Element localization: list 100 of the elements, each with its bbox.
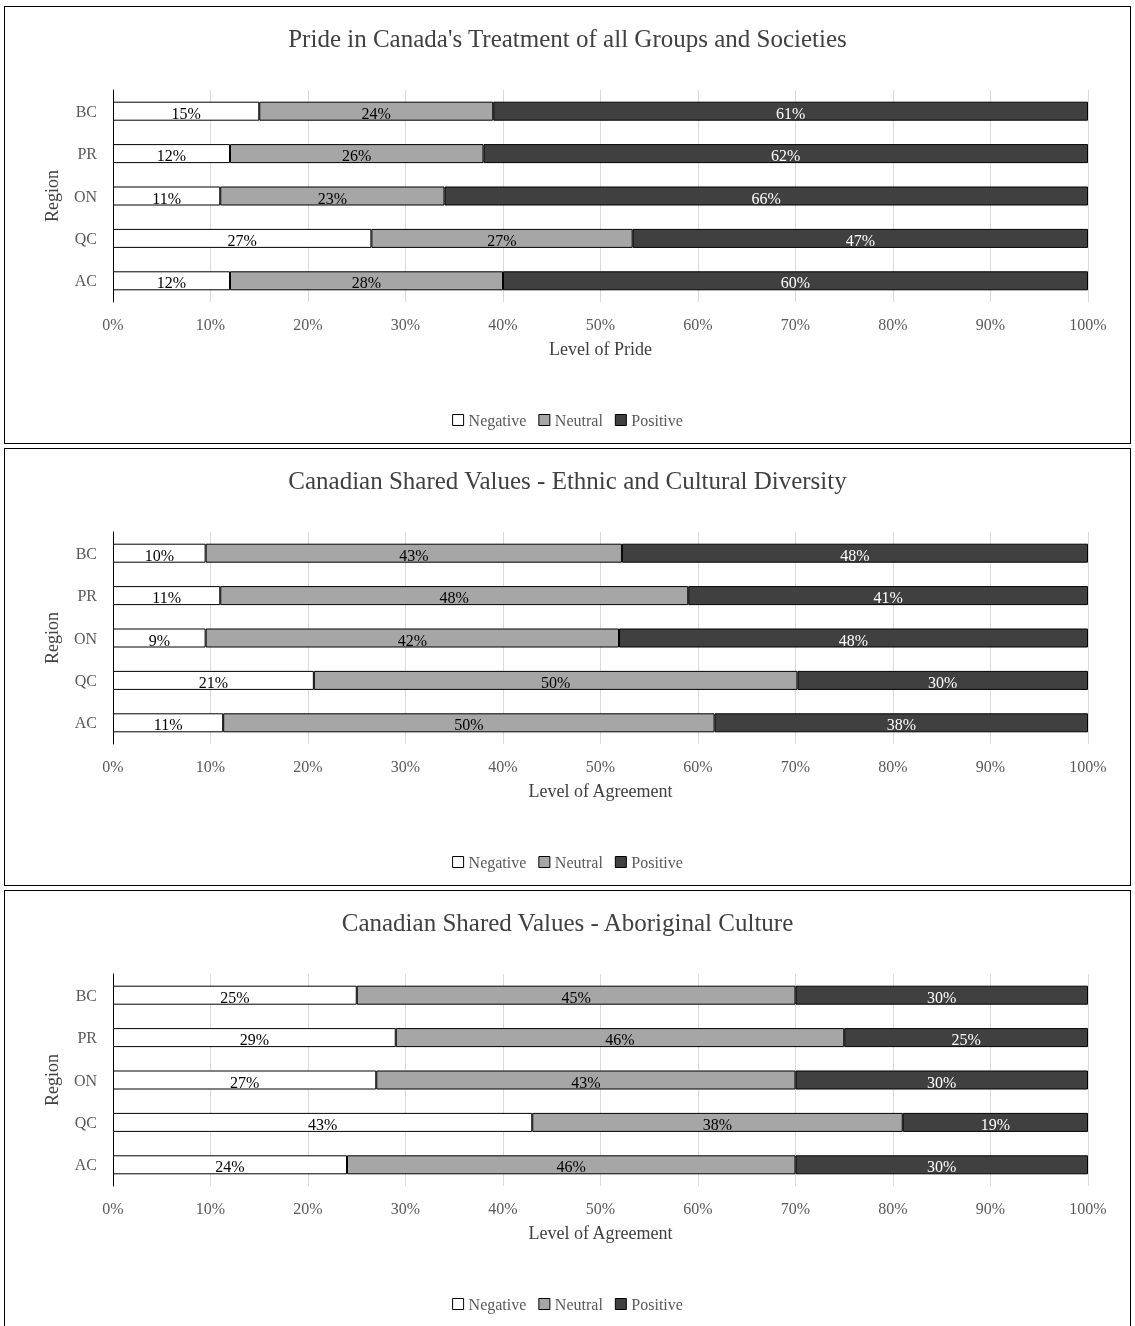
y-tick-label: AC (74, 1156, 97, 1174)
data-label: 25% (220, 988, 250, 1006)
x-tick-label: 70% (780, 757, 811, 775)
x-tick-label: 100% (1069, 757, 1107, 775)
data-label: 50% (540, 673, 571, 691)
legend-label: Positive (631, 853, 683, 871)
legend-label: Positive (631, 1295, 683, 1313)
data-label: 45% (561, 988, 591, 1006)
y-tick-label: AC (74, 272, 97, 290)
x-tick-label: 0% (102, 757, 124, 775)
y-axis-title: Region (42, 612, 62, 664)
x-tick-label: 100% (1069, 1199, 1107, 1217)
data-label: 48% (439, 589, 469, 607)
data-label: 48% (838, 631, 869, 649)
data-label: 28% (351, 274, 382, 292)
x-tick-label: 20% (293, 757, 323, 775)
x-tick-label: 40% (488, 1199, 518, 1217)
legend-label: Neutral (554, 1295, 604, 1313)
x-tick-label: 50% (585, 1199, 616, 1217)
data-label: 30% (927, 1073, 957, 1091)
data-label: 25% (951, 1031, 981, 1049)
y-tick-label: QC (74, 671, 97, 689)
data-label: 30% (928, 673, 958, 691)
data-label: 11% (152, 589, 181, 607)
data-label: 10% (144, 546, 174, 564)
x-axis-title: Level of Pride (549, 339, 652, 359)
legend-label: Negative (468, 853, 527, 872)
x-tick-label: 40% (488, 315, 518, 333)
data-label: 24% (361, 104, 391, 122)
x-tick-label: 70% (780, 1199, 811, 1217)
data-label: 66% (751, 189, 781, 207)
legend-label: Negative (468, 1295, 527, 1314)
data-label: 12% (156, 274, 187, 292)
legend-label: Positive (631, 411, 683, 429)
data-label: 27% (487, 231, 517, 249)
x-tick-label: 60% (683, 315, 713, 333)
data-label: 27% (229, 1073, 260, 1091)
data-label: 43% (571, 1073, 601, 1091)
data-label: 30% (927, 1158, 957, 1176)
y-axis-title: Region (42, 1054, 62, 1106)
y-tick-label: ON (73, 1071, 98, 1089)
data-label: 11% (153, 716, 183, 734)
data-label: 42% (397, 631, 427, 649)
data-label: 38% (702, 1115, 733, 1133)
x-axis-title: Level of Agreement (528, 781, 673, 801)
y-tick-label: ON (73, 629, 98, 647)
x-tick-label: 80% (878, 1199, 908, 1217)
x-tick-label: 90% (975, 1199, 1006, 1217)
y-tick-label: PR (77, 145, 98, 163)
data-label: 46% (605, 1031, 635, 1049)
y-tick-label: BC (75, 986, 97, 1004)
x-tick-label: 0% (102, 1199, 124, 1217)
y-axis-title: Region (42, 170, 62, 222)
x-tick-label: 30% (390, 757, 421, 775)
data-label: 62% (771, 147, 801, 165)
x-tick-label: 20% (293, 315, 323, 333)
y-tick-label: PR (77, 587, 98, 605)
data-label: 61% (775, 104, 806, 122)
data-label: 23% (317, 189, 348, 207)
y-tick-label: AC (74, 714, 97, 732)
y-tick-label: BC (75, 102, 97, 120)
data-label: 11% (152, 189, 181, 207)
y-tick-label: QC (74, 1113, 97, 1131)
data-label: 26% (342, 147, 372, 165)
x-tick-label: 30% (390, 1199, 421, 1217)
y-tick-label: PR (77, 1029, 98, 1047)
x-axis-title: Level of Agreement (528, 1223, 673, 1243)
data-label: 12% (156, 147, 187, 165)
data-label: 15% (171, 104, 201, 122)
legend-label: Negative (468, 411, 527, 430)
x-tick-label: 100% (1069, 315, 1107, 333)
chart-title: Canadian Shared Values - Aboriginal Culture (341, 909, 794, 936)
data-label: 60% (780, 274, 811, 292)
x-tick-label: 90% (975, 315, 1006, 333)
x-tick-label: 80% (878, 315, 908, 333)
x-tick-label: 40% (488, 757, 518, 775)
data-label: 46% (556, 1158, 586, 1176)
data-label: 48% (840, 546, 870, 564)
data-label: 29% (239, 1031, 270, 1049)
data-label: 38% (886, 716, 916, 734)
data-label: 43% (307, 1115, 338, 1133)
x-tick-label: 10% (195, 315, 226, 333)
x-tick-label: 0% (102, 315, 124, 333)
x-tick-label: 50% (585, 315, 616, 333)
x-tick-label: 80% (878, 757, 908, 775)
x-tick-label: 70% (780, 315, 811, 333)
x-tick-label: 10% (195, 757, 226, 775)
y-tick-label: ON (73, 187, 98, 205)
y-tick-label: QC (74, 229, 97, 247)
data-label: 27% (227, 231, 257, 249)
legend-label: Neutral (554, 853, 604, 871)
x-tick-label: 10% (195, 1199, 226, 1217)
data-label: 47% (845, 231, 875, 249)
x-tick-label: 30% (390, 315, 421, 333)
x-tick-label: 60% (683, 757, 713, 775)
chart-title: Canadian Shared Values - Ethnic and Cultural Diversity (288, 467, 848, 494)
data-label: 50% (454, 716, 484, 734)
x-tick-label: 90% (975, 757, 1006, 775)
y-tick-label: BC (75, 544, 97, 562)
data-label: 41% (873, 589, 903, 607)
